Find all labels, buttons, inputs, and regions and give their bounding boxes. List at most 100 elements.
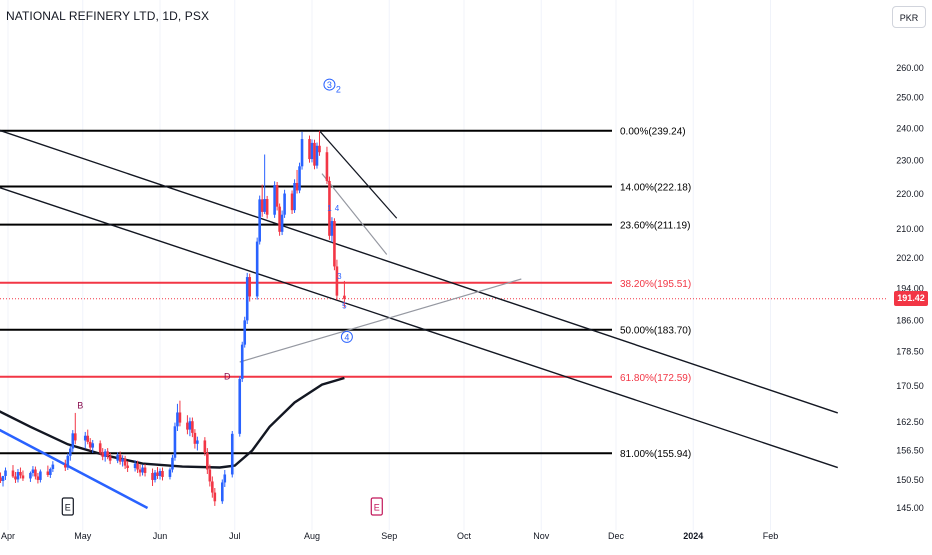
y-tick-label: 170.50 bbox=[896, 381, 924, 391]
candle-body bbox=[51, 464, 55, 470]
candle-body bbox=[178, 412, 182, 423]
y-tick-label: 186.00 bbox=[896, 315, 924, 325]
wave-label: 3 bbox=[337, 272, 342, 281]
candle-body bbox=[208, 469, 212, 482]
candle-body bbox=[36, 476, 40, 480]
candle-body bbox=[330, 221, 334, 236]
candle-body bbox=[245, 277, 249, 321]
candle-body bbox=[196, 440, 199, 444]
candles bbox=[0, 130, 346, 506]
x-tick-label: Jun bbox=[153, 531, 168, 541]
candle-body bbox=[141, 467, 144, 473]
candle-body bbox=[143, 467, 147, 473]
x-tick-label: Dec bbox=[608, 531, 625, 541]
fib-level-label: 23.60%(211.19) bbox=[620, 221, 690, 232]
candle-body bbox=[173, 426, 177, 458]
candle-body bbox=[88, 441, 92, 448]
candle-body bbox=[295, 182, 299, 191]
wave-label: 3 bbox=[327, 80, 332, 90]
candle-body bbox=[240, 344, 244, 379]
wave-label: 1 bbox=[327, 204, 332, 213]
candle-body bbox=[315, 145, 319, 166]
y-tick-label: 150.50 bbox=[896, 475, 924, 485]
candle-body bbox=[238, 378, 242, 434]
candle-body bbox=[176, 412, 179, 427]
fib-retracement-levels: 0.00%(239.24) 14.00%(222.18) 23.60%(211.19… bbox=[0, 127, 887, 460]
wave-label-circle bbox=[323, 78, 336, 91]
candle-body bbox=[91, 443, 95, 448]
moving-average-line bbox=[0, 376, 345, 469]
candle-body bbox=[168, 469, 172, 477]
candle-body bbox=[310, 142, 314, 160]
candle-body bbox=[133, 463, 137, 469]
candle-body bbox=[156, 472, 159, 476]
candle-body bbox=[206, 452, 209, 470]
candle-body bbox=[171, 457, 174, 470]
y-tick-label: 194.00 bbox=[896, 284, 924, 294]
candle-body bbox=[265, 199, 269, 215]
y-tick-label: 240.00 bbox=[896, 123, 924, 133]
candle-body bbox=[39, 471, 42, 480]
trendline-blue bbox=[0, 428, 149, 510]
candle-body bbox=[153, 472, 157, 480]
candle-body bbox=[223, 474, 227, 483]
y-tick-label: 220.00 bbox=[896, 189, 924, 199]
candle-body bbox=[123, 458, 127, 466]
trendline bbox=[0, 129, 838, 414]
x-tick-label: May bbox=[74, 531, 92, 541]
candle-body bbox=[313, 142, 316, 166]
x-tick-label: Nov bbox=[533, 531, 550, 541]
event-marker-box bbox=[61, 497, 74, 516]
y-tick-label: 145.00 bbox=[896, 503, 924, 513]
candle-body bbox=[213, 492, 217, 502]
fib-level-label: 0.00%(239.24) bbox=[620, 127, 686, 138]
candle-body bbox=[186, 422, 189, 430]
fib-level-label: 61.80%(172.59) bbox=[620, 373, 691, 384]
fib-level-label: 81.00%(155.94) bbox=[620, 449, 691, 460]
x-tick-label: Oct bbox=[457, 531, 472, 541]
currency-button[interactable]: PKR bbox=[892, 6, 926, 28]
x-tick-label: 2024 bbox=[683, 531, 703, 541]
candle-body bbox=[46, 471, 50, 475]
candle-body bbox=[260, 199, 264, 212]
time-axis: Apr May Jun Jul Aug Sep Oct Nov Dec 2024 Feb bbox=[1, 531, 778, 541]
y-tick-label: 162.50 bbox=[896, 417, 924, 427]
candle-body bbox=[11, 470, 15, 477]
candle-body bbox=[66, 455, 70, 468]
candle-body bbox=[29, 472, 32, 479]
wave-label-circle bbox=[340, 330, 353, 343]
candle-body bbox=[73, 433, 77, 441]
event-marker-label: E bbox=[374, 503, 380, 513]
candle-body bbox=[243, 320, 247, 345]
candle-body bbox=[290, 193, 294, 211]
candle-body bbox=[83, 435, 87, 441]
candle-body bbox=[325, 152, 329, 181]
candle-body bbox=[191, 421, 194, 433]
x-tick-label: Apr bbox=[1, 531, 15, 541]
candle-body bbox=[278, 206, 281, 232]
chart-title: NATIONAL REFINERY LTD, 1D, PSX bbox=[6, 9, 210, 23]
candle-body bbox=[31, 469, 35, 473]
x-tick-label: Feb bbox=[763, 531, 779, 541]
wave-label: 5 bbox=[342, 301, 347, 310]
pattern-label: B bbox=[77, 400, 83, 410]
y-tick-label: 230.00 bbox=[896, 155, 924, 165]
wave-label: 4 bbox=[335, 204, 340, 213]
candle-body bbox=[188, 421, 192, 430]
y-tick-label: 250.00 bbox=[896, 93, 924, 103]
candle-body bbox=[280, 214, 284, 232]
candle-body bbox=[4, 470, 7, 476]
candle-body bbox=[49, 469, 52, 475]
candle-body bbox=[161, 470, 164, 477]
candle-body bbox=[71, 433, 75, 449]
candle-body bbox=[68, 448, 72, 456]
candle-body bbox=[263, 199, 266, 212]
candle-body bbox=[19, 471, 22, 476]
x-tick-label: Aug bbox=[304, 531, 320, 541]
wave-label: 4 bbox=[344, 332, 349, 342]
fib-level-label: 50.00%(183.70) bbox=[620, 326, 691, 337]
candle-body bbox=[101, 452, 104, 457]
y-tick-label: 210.00 bbox=[896, 224, 924, 234]
